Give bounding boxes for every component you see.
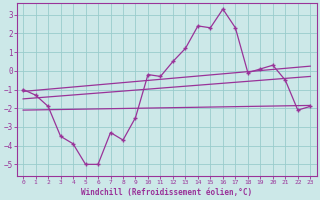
- X-axis label: Windchill (Refroidissement éolien,°C): Windchill (Refroidissement éolien,°C): [81, 188, 252, 197]
